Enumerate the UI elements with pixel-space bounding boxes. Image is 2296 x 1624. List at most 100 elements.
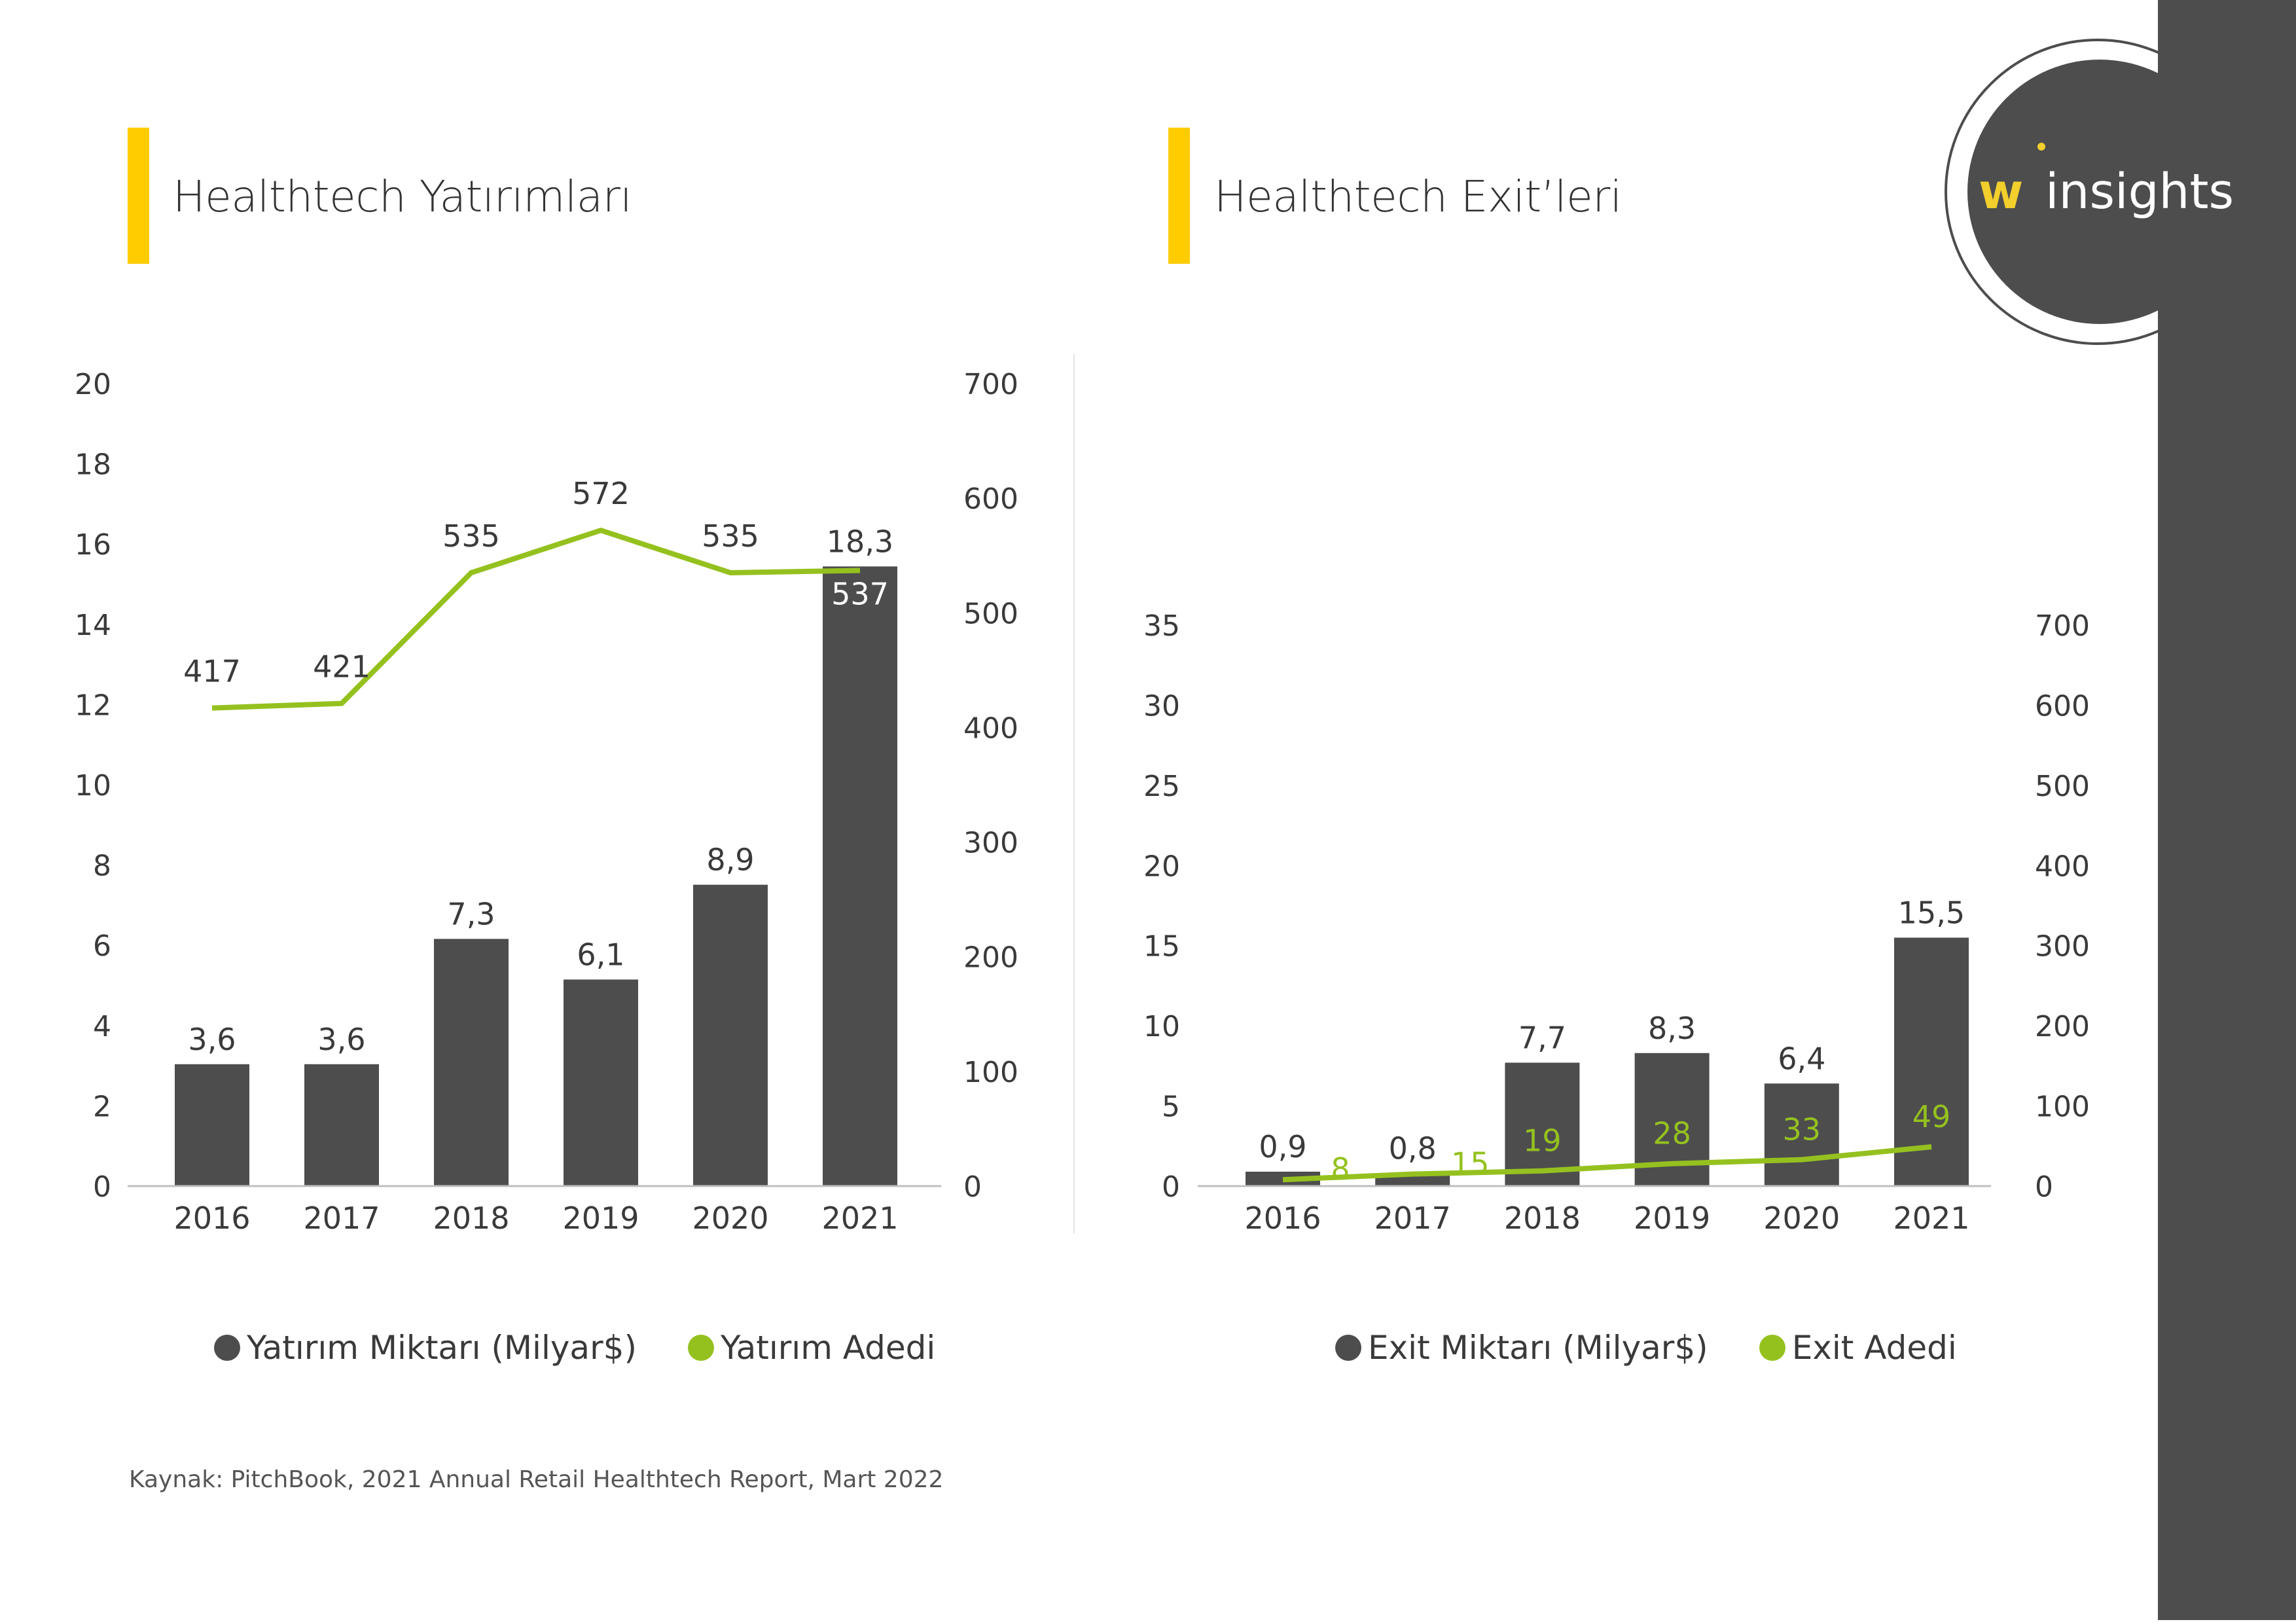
bar-2018 <box>1505 1062 1580 1186</box>
bar-value-label: 8,3 <box>1648 1011 1696 1046</box>
x-axis-tick-label: 2016 <box>173 1200 250 1236</box>
right-axis-tick-label: 700 <box>2035 609 2090 643</box>
right-axis-tick-label: 700 <box>963 368 1018 401</box>
x-axis-tick-label: 2017 <box>1374 1200 1451 1236</box>
x-axis-tick-label: 2016 <box>1244 1200 1321 1236</box>
chart-divider <box>1073 354 1075 1233</box>
x-axis-tick-label: 2017 <box>303 1200 380 1236</box>
line-value-label: 8 <box>1331 1151 1350 1187</box>
left-axis-tick-label: 25 <box>1143 770 1180 803</box>
right-axis-tick-label: 300 <box>963 827 1018 860</box>
legend-bar-label: Yatırım Miktarı (Milyar$) <box>247 1329 637 1367</box>
line-value-label: 537 <box>831 576 889 611</box>
chart-title-exits: Healthtech Exit’leri <box>1214 171 1622 222</box>
bar-2020 <box>1764 1083 1839 1186</box>
bar-2018 <box>434 939 509 1186</box>
left-axis-tick-label: 10 <box>75 769 111 803</box>
bar-value-label: 7,3 <box>447 896 495 931</box>
title-accent-bar-left <box>128 128 149 264</box>
legend-bar-swatch <box>1335 1335 1361 1361</box>
left-axis-tick-label: 12 <box>75 689 111 722</box>
legend-line-swatch <box>687 1335 714 1361</box>
x-axis-tick-label: 2021 <box>821 1200 898 1236</box>
line-value-label: 33 <box>1783 1112 1821 1147</box>
bar-value-label: 0,8 <box>1389 1130 1437 1166</box>
line-value-label: 19 <box>1523 1123 1562 1159</box>
bar-2021 <box>823 566 897 1186</box>
bar-2019 <box>564 979 638 1186</box>
legend-exits: Exit Miktarı (Milyar$) Exit Adedi <box>1335 1329 1957 1367</box>
left-axis-tick-label: 4 <box>93 1010 111 1043</box>
left-axis-tick-label: 35 <box>1143 609 1180 643</box>
left-axis-tick-label: 14 <box>75 609 111 642</box>
x-axis-tick-label: 2020 <box>1763 1200 1840 1236</box>
source-note: Kaynak: PitchBook, 2021 Annual Retail He… <box>129 1466 944 1493</box>
x-axis-tick-label: 2020 <box>692 1200 768 1236</box>
line-value-label: 535 <box>442 518 500 554</box>
x-axis-tick-label: 2018 <box>1504 1200 1581 1236</box>
bar-value-label: 7,7 <box>1518 1020 1566 1055</box>
line-series <box>1282 1144 1932 1183</box>
left-axis-tick-label: 8 <box>93 850 111 883</box>
line-value-label: 417 <box>183 654 241 689</box>
left-axis-tick-label: 0 <box>93 1170 111 1204</box>
x-axis-tick-label: 2021 <box>1893 1200 1969 1236</box>
bar-value-label: 18,3 <box>827 524 893 559</box>
chart-title-investments: Healthtech Yatırımları <box>173 171 632 222</box>
legend-bar-label: Exit Miktarı (Milyar$) <box>1368 1329 1708 1367</box>
right-axis-tick-label: 400 <box>2035 850 2090 883</box>
bar-2016 <box>175 1064 249 1186</box>
line-value-label: 535 <box>702 518 759 554</box>
line-value-label: 421 <box>313 649 370 685</box>
logo-insights: insights <box>2045 164 2234 220</box>
bar-value-label: 15,5 <box>1898 895 1965 930</box>
left-axis-tick-label: 18 <box>75 448 111 482</box>
bar-value-label: 6,1 <box>577 937 624 972</box>
right-axis-tick-label: 0 <box>963 1170 982 1204</box>
legend-line-swatch <box>1759 1335 1785 1361</box>
bar-2017 <box>304 1064 379 1186</box>
right-axis-tick-label: 0 <box>2035 1170 2053 1204</box>
right-axis-tick-label: 200 <box>963 941 1018 975</box>
title-accent-bar-right <box>1168 128 1190 264</box>
line-series <box>211 528 861 711</box>
bar-2021 <box>1894 937 1969 1186</box>
left-axis-tick-label: 6 <box>93 929 111 963</box>
legend-bar-swatch <box>214 1335 240 1361</box>
right-axis-tick-label: 200 <box>2035 1010 2090 1043</box>
legend-line-label: Exit Adedi <box>1791 1329 1957 1367</box>
line-value-label: 15 <box>1451 1146 1490 1182</box>
left-axis-tick-label: 0 <box>1162 1170 1180 1204</box>
left-axis-tick-label: 15 <box>1143 930 1180 964</box>
bar-value-label: 8,9 <box>706 842 754 878</box>
line-value-label: 572 <box>572 476 630 511</box>
bar-value-label: 6,4 <box>1778 1041 1825 1076</box>
left-axis-tick-label: 20 <box>1143 850 1180 883</box>
bar-value-label: 0,9 <box>1259 1129 1306 1164</box>
right-axis-tick-label: 400 <box>963 712 1018 745</box>
x-axis-tick-label: 2019 <box>562 1200 639 1236</box>
left-axis-tick-label: 16 <box>75 528 111 562</box>
x-axis-tick-label: 2019 <box>1634 1200 1710 1236</box>
left-axis-tick-label: 2 <box>93 1090 111 1123</box>
right-axis-tick-label: 600 <box>2035 689 2090 723</box>
bar-value-label: 3,6 <box>317 1022 365 1057</box>
line-value-label: 49 <box>1912 1099 1951 1134</box>
legend-line-label: Yatırım Adedi <box>720 1329 936 1367</box>
left-axis-tick-label: 30 <box>1143 689 1180 723</box>
right-axis-tick-label: 600 <box>963 482 1018 516</box>
line-value-label: 28 <box>1653 1116 1691 1151</box>
right-axis-tick-label: 300 <box>2035 930 2090 964</box>
right-axis-tick-label: 500 <box>963 597 1018 630</box>
right-axis-tick-label: 100 <box>2035 1091 2090 1124</box>
left-axis-tick-label: 20 <box>75 368 111 401</box>
x-axis-tick-label: 2018 <box>433 1200 509 1236</box>
legend-investments: Yatırım Miktarı (Milyar$) Yatırım Adedi <box>214 1329 935 1367</box>
right-axis-tick-label: 500 <box>2035 770 2090 803</box>
logo-w: w <box>1979 164 2023 220</box>
winsights-logo: w insights <box>1945 39 2251 345</box>
right-axis-tick-label: 100 <box>963 1056 1018 1089</box>
bar-value-label: 3,6 <box>188 1022 236 1057</box>
left-axis-tick-label: 10 <box>1143 1010 1180 1043</box>
